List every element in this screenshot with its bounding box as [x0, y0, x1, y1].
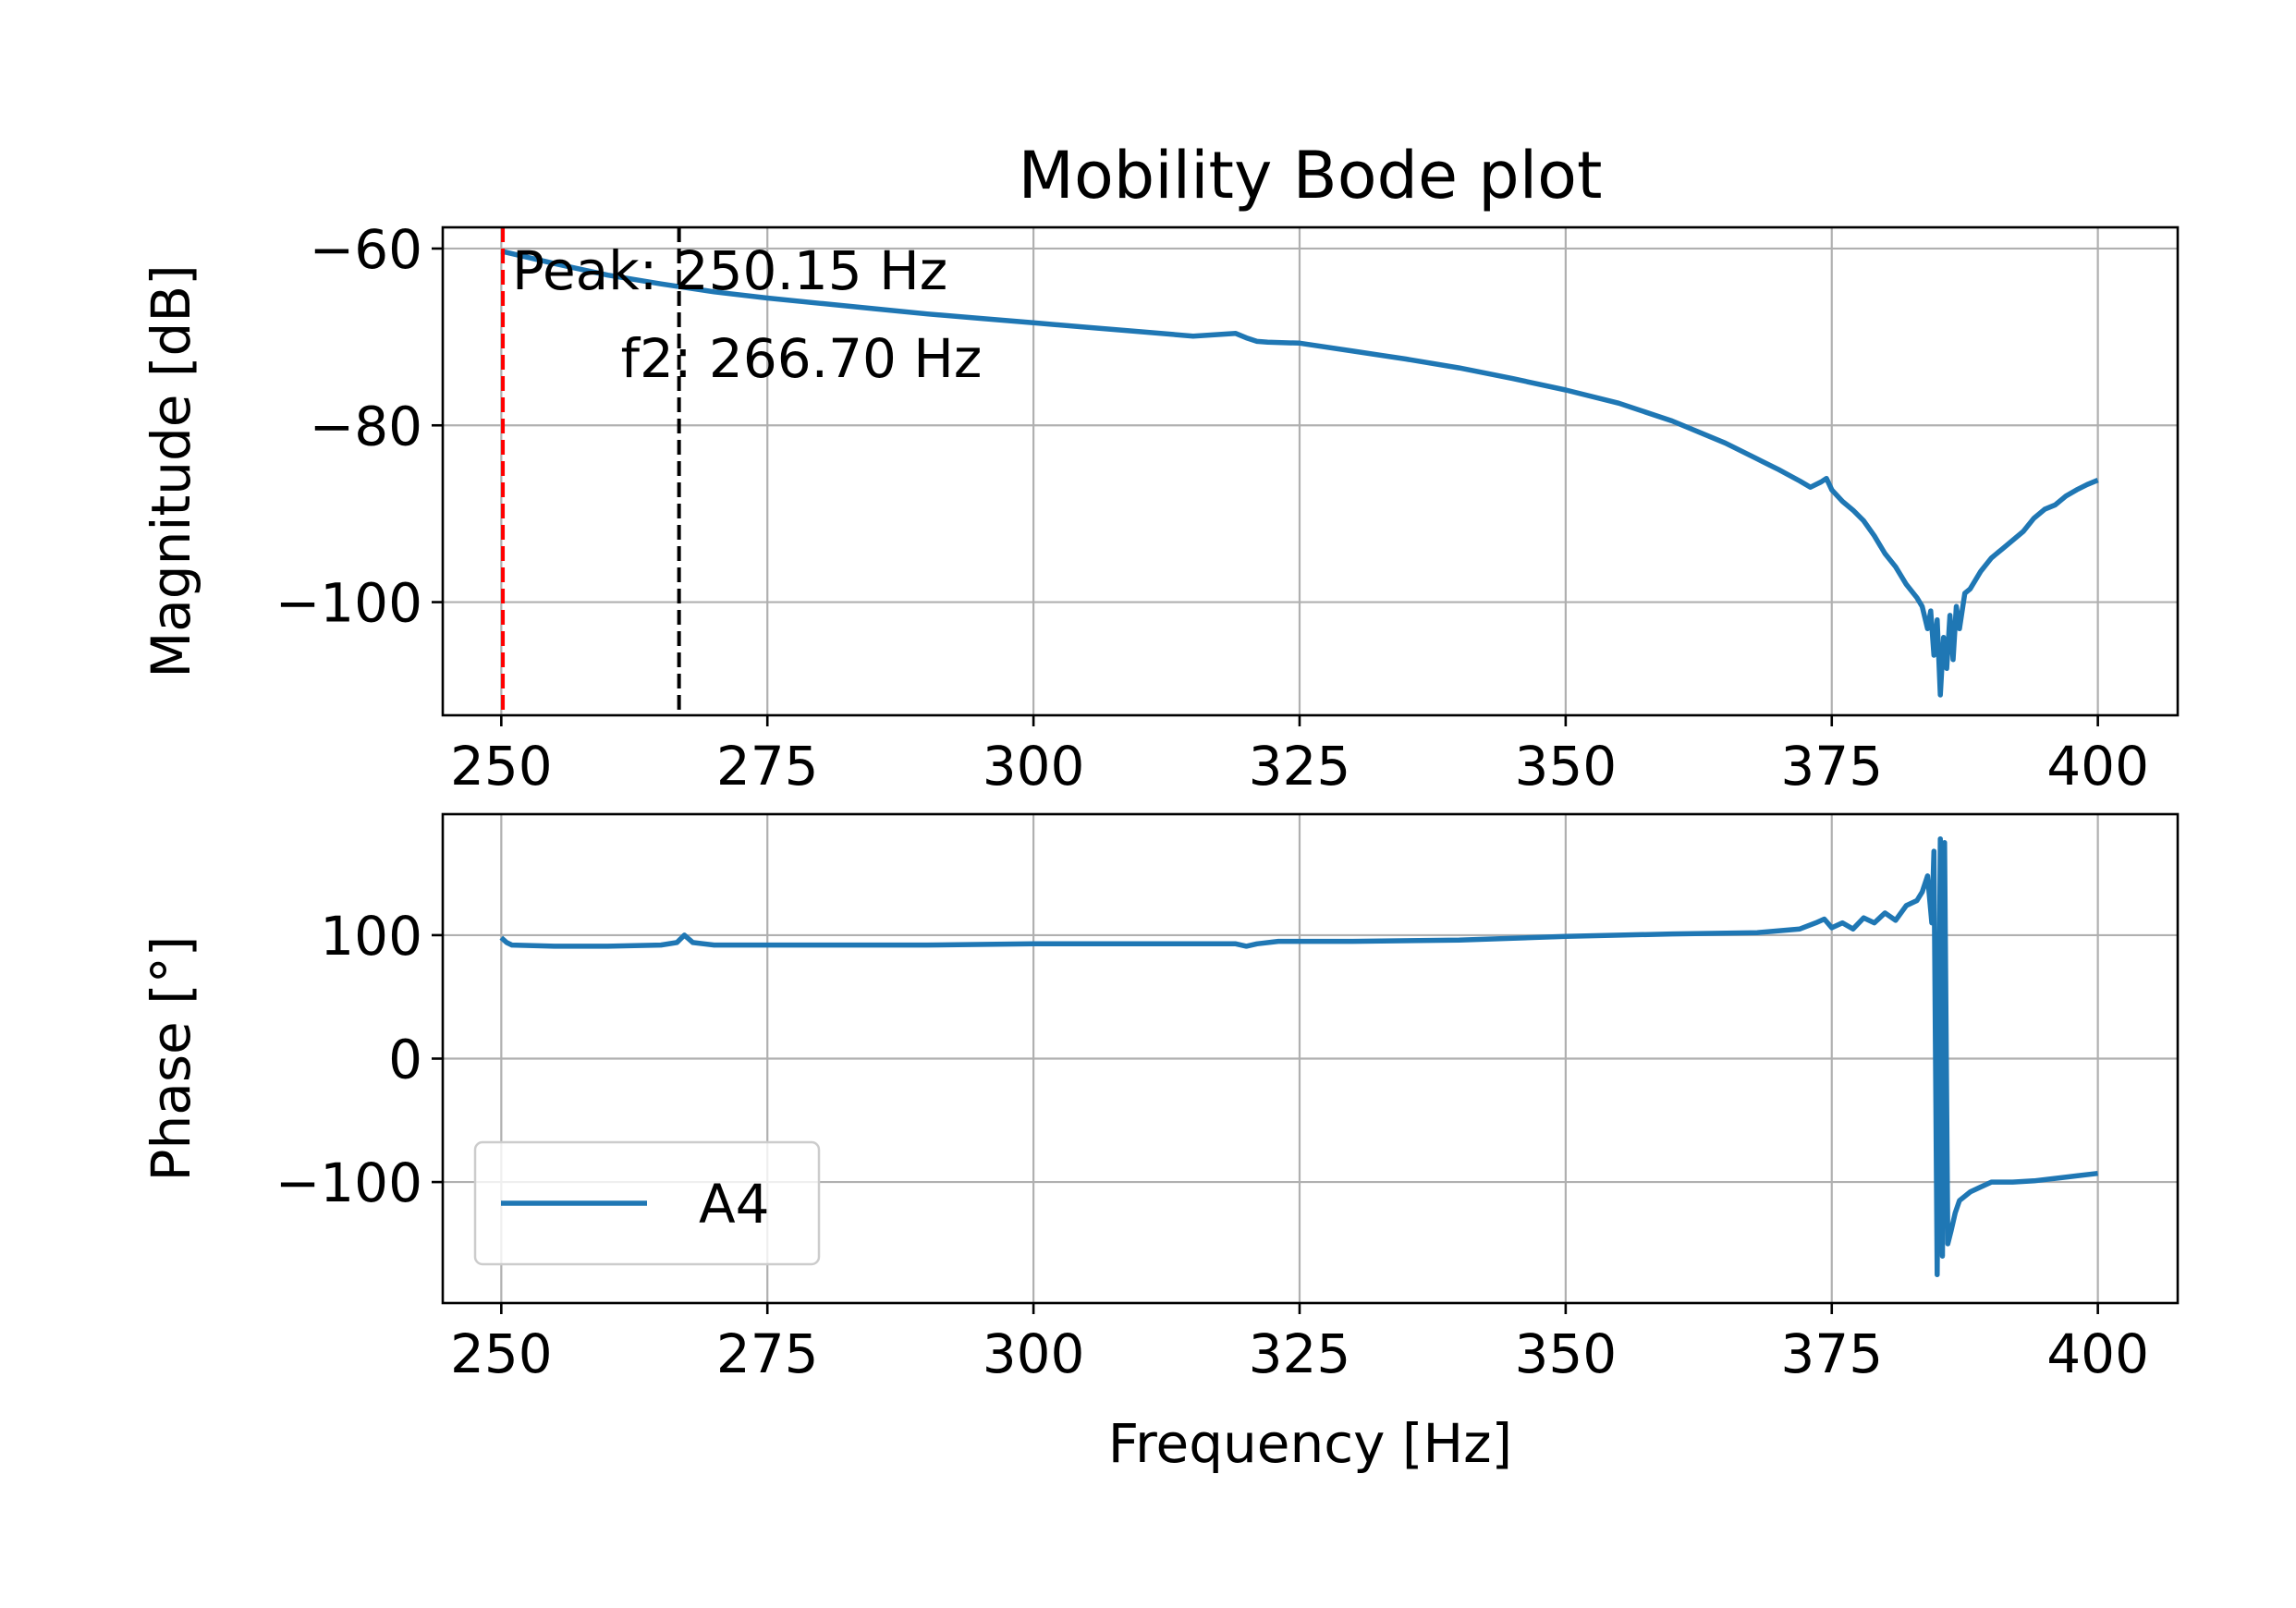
phase-y-axis-label: Phase [°] — [140, 936, 202, 1182]
phase-x-tick-label: 400 — [2046, 1322, 2149, 1385]
phase-series-line — [499, 835, 2098, 1278]
magnitude-y-tick-label: −100 — [275, 572, 422, 635]
magnitude-x-tick-label: 250 — [450, 735, 553, 798]
magnitude-plot-area — [500, 227, 2099, 715]
f2-annotation: f2: 266.70 Hz — [621, 327, 983, 390]
phase-x-tick-label: 250 — [450, 1322, 553, 1385]
magnitude-x-tick-label: 300 — [983, 735, 1085, 798]
magnitude-panel: 250 275 300 325 350 375 400 −60 −80 −100 Peak: 2… — [140, 218, 2180, 798]
phase-x-tick-label: 350 — [1515, 1322, 1618, 1385]
phase-y-tick-label: 100 — [320, 905, 422, 968]
magnitude-x-tick-label: 275 — [716, 735, 819, 798]
magnitude-x-tick-label: 325 — [1249, 735, 1351, 798]
magnitude-series-line — [500, 249, 2099, 698]
magnitude-y-tick-label: −80 — [310, 395, 422, 457]
magnitude-y-ticks: −60 −80 −100 — [275, 218, 443, 635]
peak-annotation: Peak: 250.15 Hz — [512, 239, 947, 302]
magnitude-grid — [443, 227, 2178, 715]
legend-entry-label: A4 — [699, 1173, 770, 1236]
phase-y-tick-label: 0 — [388, 1029, 422, 1091]
phase-x-tick-label: 275 — [716, 1322, 819, 1385]
phase-x-tick-label: 325 — [1249, 1322, 1351, 1385]
magnitude-x-tick-label: 400 — [2046, 735, 2149, 798]
phase-x-ticks: 250 275 300 325 350 375 400 — [450, 1303, 2149, 1385]
x-axis-label: Frequency [Hz] — [1108, 1412, 1512, 1475]
phase-panel: 250 275 300 325 350 375 400 100 0 −100 Phase [°]… — [140, 812, 2180, 1475]
magnitude-x-ticks: 250 275 300 325 350 375 400 — [450, 715, 2149, 798]
phase-y-tick-label: −100 — [275, 1151, 422, 1214]
chart-title: Mobility Bode plot — [1019, 138, 1603, 213]
phase-x-tick-label: 300 — [983, 1322, 1085, 1385]
phase-y-ticks: 100 0 −100 — [275, 905, 443, 1214]
phase-x-tick-label: 375 — [1780, 1322, 1883, 1385]
legend: A4 — [473, 1140, 821, 1266]
magnitude-y-axis-label: Magnitude [dB] — [140, 264, 202, 678]
magnitude-x-tick-label: 375 — [1780, 735, 1883, 798]
magnitude-y-tick-label: −60 — [310, 218, 422, 281]
magnitude-axes-frame — [441, 225, 2180, 717]
magnitude-x-tick-label: 350 — [1515, 735, 1618, 798]
